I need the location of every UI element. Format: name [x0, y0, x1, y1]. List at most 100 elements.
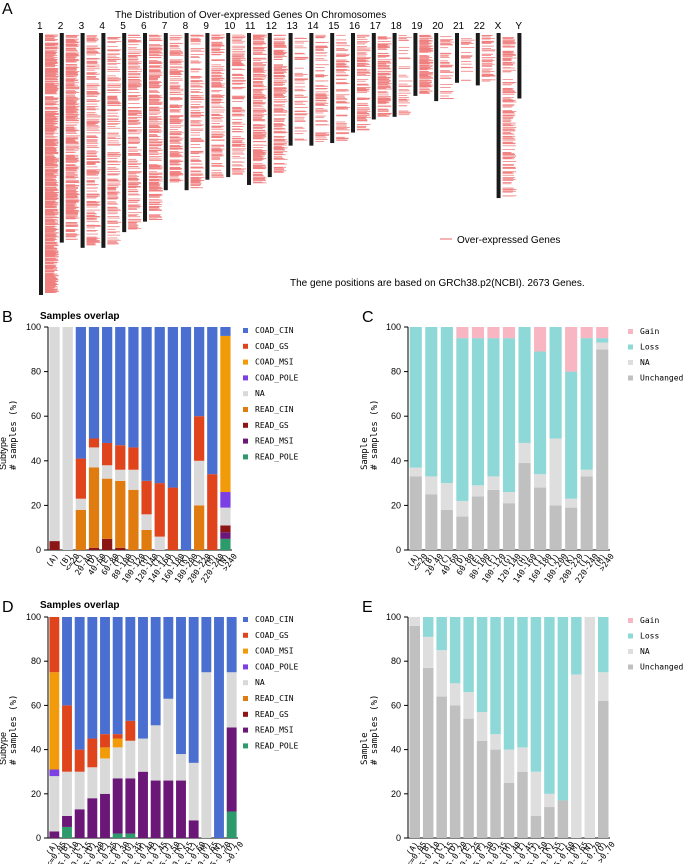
bar-read-cin: [194, 505, 205, 550]
bar-unchanged: [517, 771, 528, 838]
bar-loss: [517, 617, 528, 748]
legend-label: NA: [255, 678, 265, 687]
bar-unchanged: [463, 718, 474, 838]
chromosome-label: 11: [245, 21, 256, 32]
bar-read-pole: [125, 833, 136, 838]
bar-unchanged: [487, 489, 500, 550]
bar-loss: [487, 338, 500, 477]
bar-coad-cin: [87, 617, 98, 739]
bar-read-cin: [141, 529, 152, 550]
bar-read-msi: [220, 532, 231, 539]
y-tick-label: 80: [391, 367, 401, 377]
bar-na: [141, 514, 152, 530]
bar-coad-gs: [207, 474, 218, 550]
bar-coad-msi: [100, 747, 110, 759]
bar-unchanged: [502, 503, 516, 550]
bar-loss: [502, 338, 516, 493]
panel-label-c: C: [362, 309, 374, 326]
bar-coad-gs: [75, 458, 86, 499]
bar-read-gs: [115, 547, 126, 550]
bar-coad-cin: [188, 617, 199, 763]
bar-na: [163, 698, 174, 781]
chromosome-bar: [455, 33, 459, 83]
y-tick-label: 20: [391, 500, 401, 510]
bar-read-cin: [88, 467, 100, 548]
y-tick-label: 80: [31, 656, 41, 666]
bar-na: [544, 793, 555, 808]
bar-coad-cin: [74, 617, 85, 750]
chart-b-ylabel: # samples (%): [9, 400, 19, 470]
bar-loss: [596, 338, 609, 343]
chromosome-label: 9: [203, 21, 209, 32]
bar-read-msi: [163, 780, 174, 838]
bar-read-gs: [220, 525, 231, 533]
bar-gain: [471, 327, 484, 339]
chart-d-title: Samples overlap: [40, 600, 119, 611]
bar-coad-cin: [112, 617, 123, 735]
bar-na: [471, 485, 484, 497]
gene-position-note: The gene positions are based on GRCh38.p…: [290, 278, 585, 289]
legend-swatch: [243, 391, 248, 397]
legend-label: READ_POLE: [255, 741, 299, 750]
bar-coad-cin: [154, 327, 165, 484]
bar-coad-cin: [207, 327, 218, 475]
chromosome-panel: The Distribution of Over-expressed Genes…: [37, 10, 585, 295]
bar-na: [112, 747, 123, 779]
bar-loss: [580, 338, 593, 470]
chromosome-label: 2: [58, 21, 64, 32]
bar-na: [201, 672, 212, 838]
bar-na: [49, 776, 60, 832]
chromosome-bar: [351, 33, 355, 133]
bar-na: [565, 498, 578, 508]
bar-na: [75, 498, 86, 510]
bar-coad-msi: [220, 335, 231, 493]
bar-na: [534, 474, 547, 488]
bar-na: [422, 636, 434, 668]
legend-label: NA: [640, 647, 650, 656]
bar-read-msi: [100, 793, 110, 838]
legend-label: READ_CIN: [255, 694, 294, 703]
bar-coad-gs: [74, 749, 85, 772]
legend-label: COAD_GS: [255, 342, 289, 351]
chromosome-bar: [267, 33, 272, 178]
bar-coad-cin: [115, 327, 126, 446]
bar-loss: [571, 617, 582, 675]
bar-na: [115, 469, 126, 481]
bar-unchanged: [549, 505, 562, 550]
bar-coad-msi: [49, 672, 60, 770]
bar-gain: [534, 327, 547, 352]
bar-gain: [456, 327, 469, 339]
bar-na: [490, 734, 501, 750]
bar-read-msi: [125, 778, 136, 834]
bar-unchanged: [534, 487, 547, 550]
chromosome-label: 15: [328, 21, 340, 32]
bar-na: [74, 771, 85, 810]
bar-na: [530, 771, 542, 816]
bar-loss: [476, 617, 488, 713]
y-tick-label: 0: [396, 833, 401, 843]
bar-na: [580, 469, 593, 477]
chart-e-side-label: Sample: [360, 732, 370, 765]
legend-label: COAD_GS: [255, 631, 289, 640]
bar-coad-gs: [100, 734, 110, 748]
legend-label: COAD_MSI: [255, 647, 294, 656]
bar-unchanged: [422, 667, 434, 838]
bar-unchanged: [596, 349, 609, 550]
bar-unchanged: [518, 463, 531, 550]
bar-na: [440, 483, 453, 510]
bar-na: [138, 738, 148, 772]
bar-loss: [549, 327, 562, 439]
bar-na: [62, 327, 73, 550]
legend-swatch: [628, 375, 633, 381]
chromosome-group: 1 2 3 4 5 6 7 8 9 10 11 12 13 14 15 16 17 18 19 20 21 22 X Y: [37, 21, 522, 295]
legend-label: COAD_MSI: [255, 358, 294, 367]
chromosome-label: 14: [307, 21, 319, 32]
bar-read-pole: [220, 538, 231, 550]
chromosome-label: 16: [349, 21, 361, 32]
legend-swatch: [243, 727, 248, 733]
cnv-chart-c: Sample # samples (%) 020406080100(A)<=20…: [360, 322, 684, 585]
bar-loss: [557, 617, 569, 801]
panel-label-b: B: [2, 309, 13, 326]
legend-label: READ_GS: [255, 710, 289, 719]
bar-coad-gs: [112, 734, 123, 739]
